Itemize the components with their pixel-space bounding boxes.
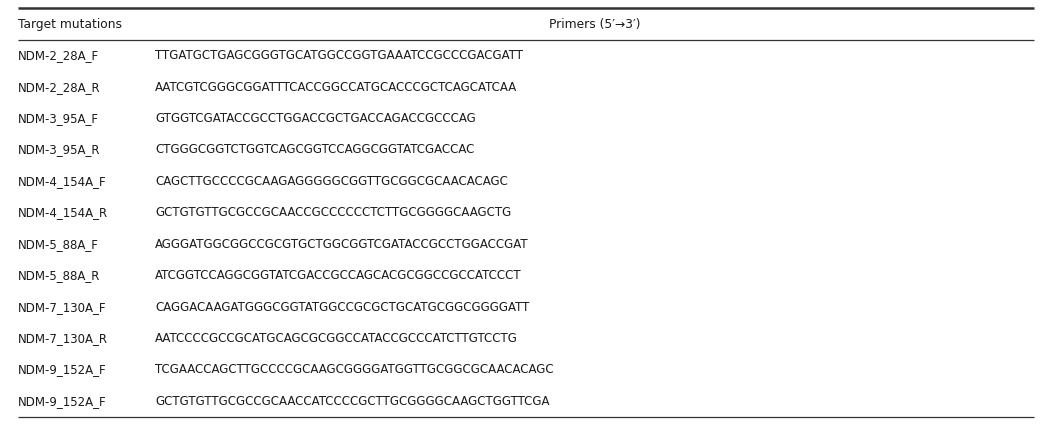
Text: AGGGATGGCGGCCGCGTGCTGGCGGTCGATACCGCCTGGACCGAT: AGGGATGGCGGCCGCGTGCTGGCGGTCGATACCGCCTGGA…	[155, 238, 528, 251]
Text: NDM-2_28A_R: NDM-2_28A_R	[18, 81, 101, 94]
Text: CTGGGCGGTCTGGTCAGCGGTCCAGGCGGTATCGACCAC: CTGGGCGGTCTGGTCAGCGGTCCAGGCGGTATCGACCAC	[155, 144, 474, 156]
Text: GTGGTCGATACCGCCTGGACCGCTGACCAGACCGCCCAG: GTGGTCGATACCGCCTGGACCGCTGACCAGACCGCCCAG	[155, 112, 476, 125]
Text: TCGAACCAGCTTGCCCCGCAAGCGGGGATGGTTGCGGCGCAACACAGC: TCGAACCAGCTTGCCCCGCAAGCGGGGATGGTTGCGGCGC…	[155, 363, 553, 377]
Text: NDM-5_88A_R: NDM-5_88A_R	[18, 269, 100, 282]
Text: Target mutations: Target mutations	[18, 17, 122, 31]
Text: CAGGACAAGATGGGCGGTATGGCCGCGCTGCATGCGGCGGGGATT: CAGGACAAGATGGGCGGTATGGCCGCGCTGCATGCGGCGG…	[155, 300, 529, 314]
Text: NDM-4_154A_F: NDM-4_154A_F	[18, 175, 106, 188]
Text: NDM-9_152A_F: NDM-9_152A_F	[18, 363, 106, 377]
Text: AATCCCCGCCGCATGCAGCGCGGCCATACCGCCCATCTTGTCCTG: AATCCCCGCCGCATGCAGCGCGGCCATACCGCCCATCTTG…	[155, 332, 518, 345]
Text: CAGCTTGCCCCGCAAGAGGGGGCGGTTGCGGCGCAACACAGC: CAGCTTGCCCCGCAAGAGGGGGCGGTTGCGGCGCAACACA…	[155, 175, 508, 188]
Text: GCTGTGTTGCGCCGCAACCGCCCCCCTCTTGCGGGGCAAGCTG: GCTGTGTTGCGCCGCAACCGCCCCCCTCTTGCGGGGCAAG…	[155, 206, 511, 219]
Text: ATCGGTCCAGGCGGTATCGACCGCCAGCACGCGGCCGCCATCCCT: ATCGGTCCAGGCGGTATCGACCGCCAGCACGCGGCCGCCA…	[155, 269, 522, 282]
Text: NDM-2_28A_F: NDM-2_28A_F	[18, 49, 99, 62]
Text: NDM-7_130A_F: NDM-7_130A_F	[18, 300, 106, 314]
Text: Primers (5′→3′): Primers (5′→3′)	[549, 17, 641, 31]
Text: GCTGTGTTGCGCCGCAACCATCCCCGCTTGCGGGGCAAGCTGGTTCGA: GCTGTGTTGCGCCGCAACCATCCCCGCTTGCGGGGCAAGC…	[155, 395, 549, 408]
Text: NDM-3_95A_R: NDM-3_95A_R	[18, 144, 101, 156]
Text: NDM-5_88A_F: NDM-5_88A_F	[18, 238, 99, 251]
Text: TTGATGCTGAGCGGGTGCATGGCCGGTGAAATCCGCCCGACGATT: TTGATGCTGAGCGGGTGCATGGCCGGTGAAATCCGCCCGA…	[155, 49, 523, 62]
Text: NDM-3_95A_F: NDM-3_95A_F	[18, 112, 99, 125]
Text: AATCGTCGGGCGGATTTCACCGGCCATGCACCCGCTCAGCATCAA: AATCGTCGGGCGGATTTCACCGGCCATGCACCCGCTCAGC…	[155, 81, 518, 94]
Text: NDM-7_130A_R: NDM-7_130A_R	[18, 332, 108, 345]
Text: NDM-9_152A_F: NDM-9_152A_F	[18, 395, 106, 408]
Text: NDM-4_154A_R: NDM-4_154A_R	[18, 206, 108, 219]
